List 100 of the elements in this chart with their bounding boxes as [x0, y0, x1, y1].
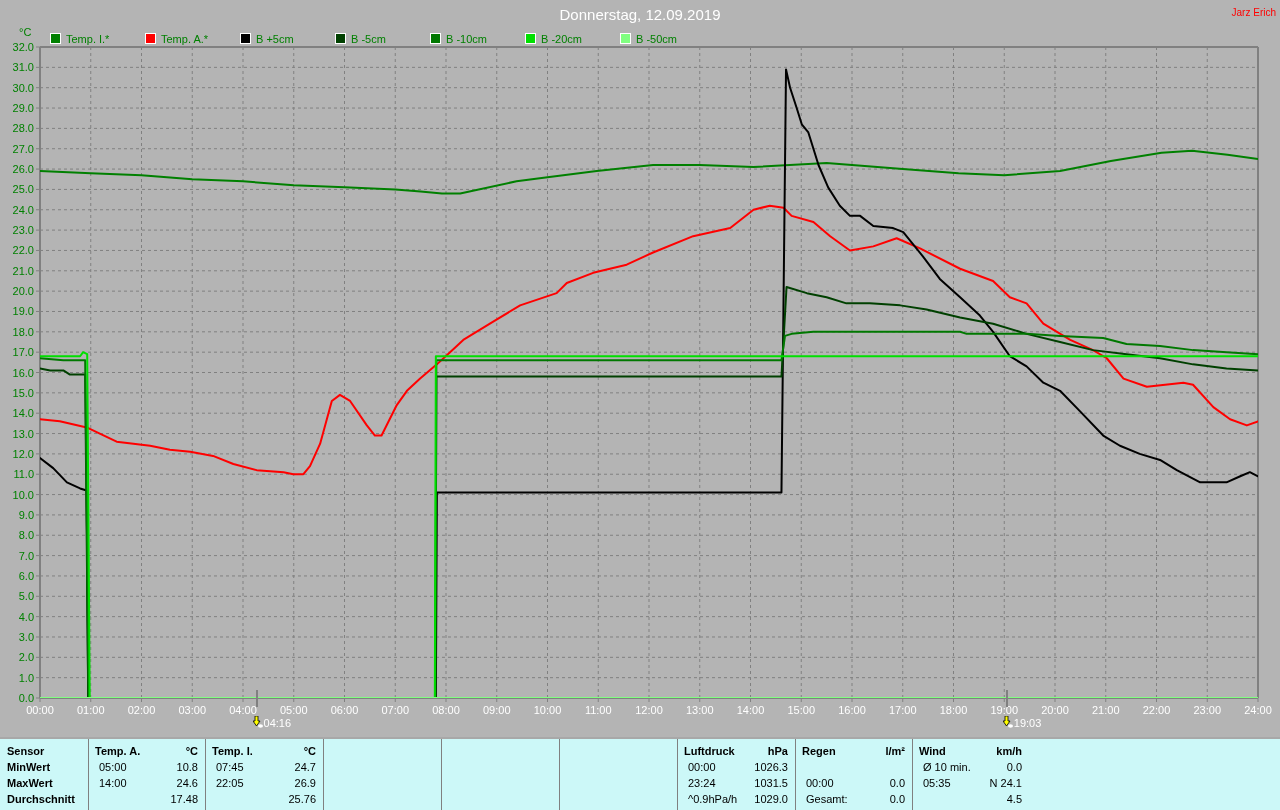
x-tick-label: 04:00 — [229, 704, 257, 716]
x-tick-label: 19:00 — [990, 704, 1019, 716]
text: °C — [303, 745, 316, 757]
text: 0.0 — [1006, 761, 1022, 773]
y-tick-label: 29.0 — [12, 102, 34, 115]
text: 0.0 — [889, 793, 905, 805]
text: 0.0 — [889, 777, 905, 789]
x-tick-label: 24:00 — [1244, 704, 1272, 716]
y-tick-label: 6.0 — [18, 569, 34, 582]
y-axis-title: °C — [19, 26, 32, 38]
y-tick-label: 0.0 — [18, 692, 34, 704]
y-tick-label: 9.0 — [18, 508, 34, 521]
text: Temp. I. — [212, 745, 253, 757]
text: 14:00 — [99, 777, 127, 789]
text: 25.76 — [288, 793, 316, 805]
legend-label: Temp. A.* — [161, 32, 209, 45]
line-series — [40, 204, 1258, 476]
x-tick-label: 12:00 — [635, 704, 663, 716]
text: l/m² — [885, 745, 905, 757]
text: Wind — [919, 745, 946, 757]
y-tick-label: 24.0 — [12, 203, 34, 216]
x-tick-label: 06:00 — [330, 704, 359, 716]
text: 05:00 — [99, 761, 127, 773]
x-tick-label: 01:00 — [76, 704, 105, 716]
x-tick-label: 18:00 — [939, 704, 968, 716]
y-tick-label: 21.0 — [12, 264, 34, 277]
y-tick-label: 8.0 — [18, 529, 34, 542]
y-tick-label: 22.0 — [12, 244, 34, 257]
legend-label: B +5cm — [256, 32, 294, 45]
y-tick-label: 10.0 — [12, 488, 34, 501]
x-tick-label: 08:00 — [432, 704, 460, 716]
text: Temp. A. — [95, 745, 141, 757]
x-tick-label: 16:00 — [838, 704, 866, 716]
x-tick-label: 11:00 — [584, 704, 612, 716]
y-tick-label: 13.0 — [12, 427, 34, 440]
y-tick-label: 25.0 — [12, 183, 34, 196]
legend-label: B -10cm — [446, 32, 487, 45]
text: 24.7 — [294, 761, 316, 773]
y-tick-label: 15.0 — [12, 386, 34, 399]
text: Gesamt: — [806, 793, 848, 805]
text: °C — [185, 745, 198, 757]
x-tick-label: 10:00 — [533, 704, 562, 716]
y-tick-label: 23.0 — [12, 224, 34, 237]
text: 17.48 — [170, 793, 198, 805]
text: 00:00 — [806, 777, 834, 789]
y-tick-label: 1.0 — [18, 671, 34, 684]
y-tick-label: 11.0 — [13, 468, 34, 481]
y-tick-label: 20.0 — [12, 285, 34, 298]
y-tick-label: 19.0 — [12, 305, 34, 318]
text: 05:35 — [923, 777, 951, 789]
y-tick-label: 32.0 — [12, 41, 34, 53]
text: km/h — [996, 745, 1022, 757]
text: ^0.9hPa/h — [688, 793, 738, 805]
text: Luftdruck — [684, 745, 735, 757]
legend-label: B -20cm — [541, 32, 582, 45]
legend-label: B -5cm — [351, 32, 386, 45]
text: 23:24 — [688, 777, 716, 789]
text: N 24.1 — [989, 777, 1022, 789]
text: 22:05 — [216, 777, 244, 789]
text: 26.9 — [294, 777, 316, 789]
x-tick-label: 17:00 — [888, 704, 917, 716]
text: 07:45 — [216, 761, 244, 773]
text: 1026.3 — [754, 761, 788, 773]
legend-label: B -50cm — [636, 32, 677, 45]
text: Ø 10 min. — [923, 761, 971, 773]
text: 1029.0 — [754, 793, 788, 805]
y-tick-label: 16.0 — [12, 366, 34, 379]
text: 10.8 — [176, 761, 198, 773]
y-tick-label: 3.0 — [18, 630, 34, 643]
x-tick-label: 22:00 — [1142, 704, 1171, 716]
y-tick-label: 18.0 — [12, 325, 34, 338]
text: 00:00 — [688, 761, 716, 773]
y-tick-label: 28.0 — [12, 122, 34, 135]
x-tick-label: 15:00 — [787, 704, 816, 716]
text: 04:16 — [263, 717, 292, 729]
x-tick-label: 05:00 — [279, 704, 308, 716]
text: MaxWert — [7, 777, 53, 789]
x-tick-label: 14:00 — [736, 704, 765, 716]
y-tick-label: 2.0 — [18, 651, 34, 664]
line-series — [40, 149, 1258, 195]
text: MinWert — [7, 761, 51, 773]
chart-title: Donnerstag, 12.09.2019 — [559, 6, 721, 23]
x-tick-label: 03:00 — [178, 704, 207, 716]
text: 24.6 — [176, 777, 198, 789]
y-tick-label: 5.0 — [18, 590, 34, 603]
text: 19:03 — [1013, 717, 1042, 729]
y-tick-label: 4.0 — [18, 610, 34, 623]
text: Jarz Erich — [1231, 7, 1276, 18]
text: Regen — [802, 745, 836, 757]
text: Sensor — [7, 745, 45, 757]
x-tick-label: 13:00 — [685, 704, 714, 716]
y-tick-label: 7.0 — [18, 549, 34, 562]
y-tick-label: 30.0 — [12, 81, 34, 94]
y-tick-label: 14.0 — [12, 407, 34, 420]
text: hPa — [767, 745, 788, 757]
legend-label: Temp. I.* — [66, 32, 110, 45]
x-tick-label: 07:00 — [381, 704, 410, 716]
x-tick-label: 02:00 — [127, 704, 156, 716]
y-tick-label: 31.0 — [12, 61, 34, 74]
y-tick-label: 26.0 — [12, 163, 34, 176]
